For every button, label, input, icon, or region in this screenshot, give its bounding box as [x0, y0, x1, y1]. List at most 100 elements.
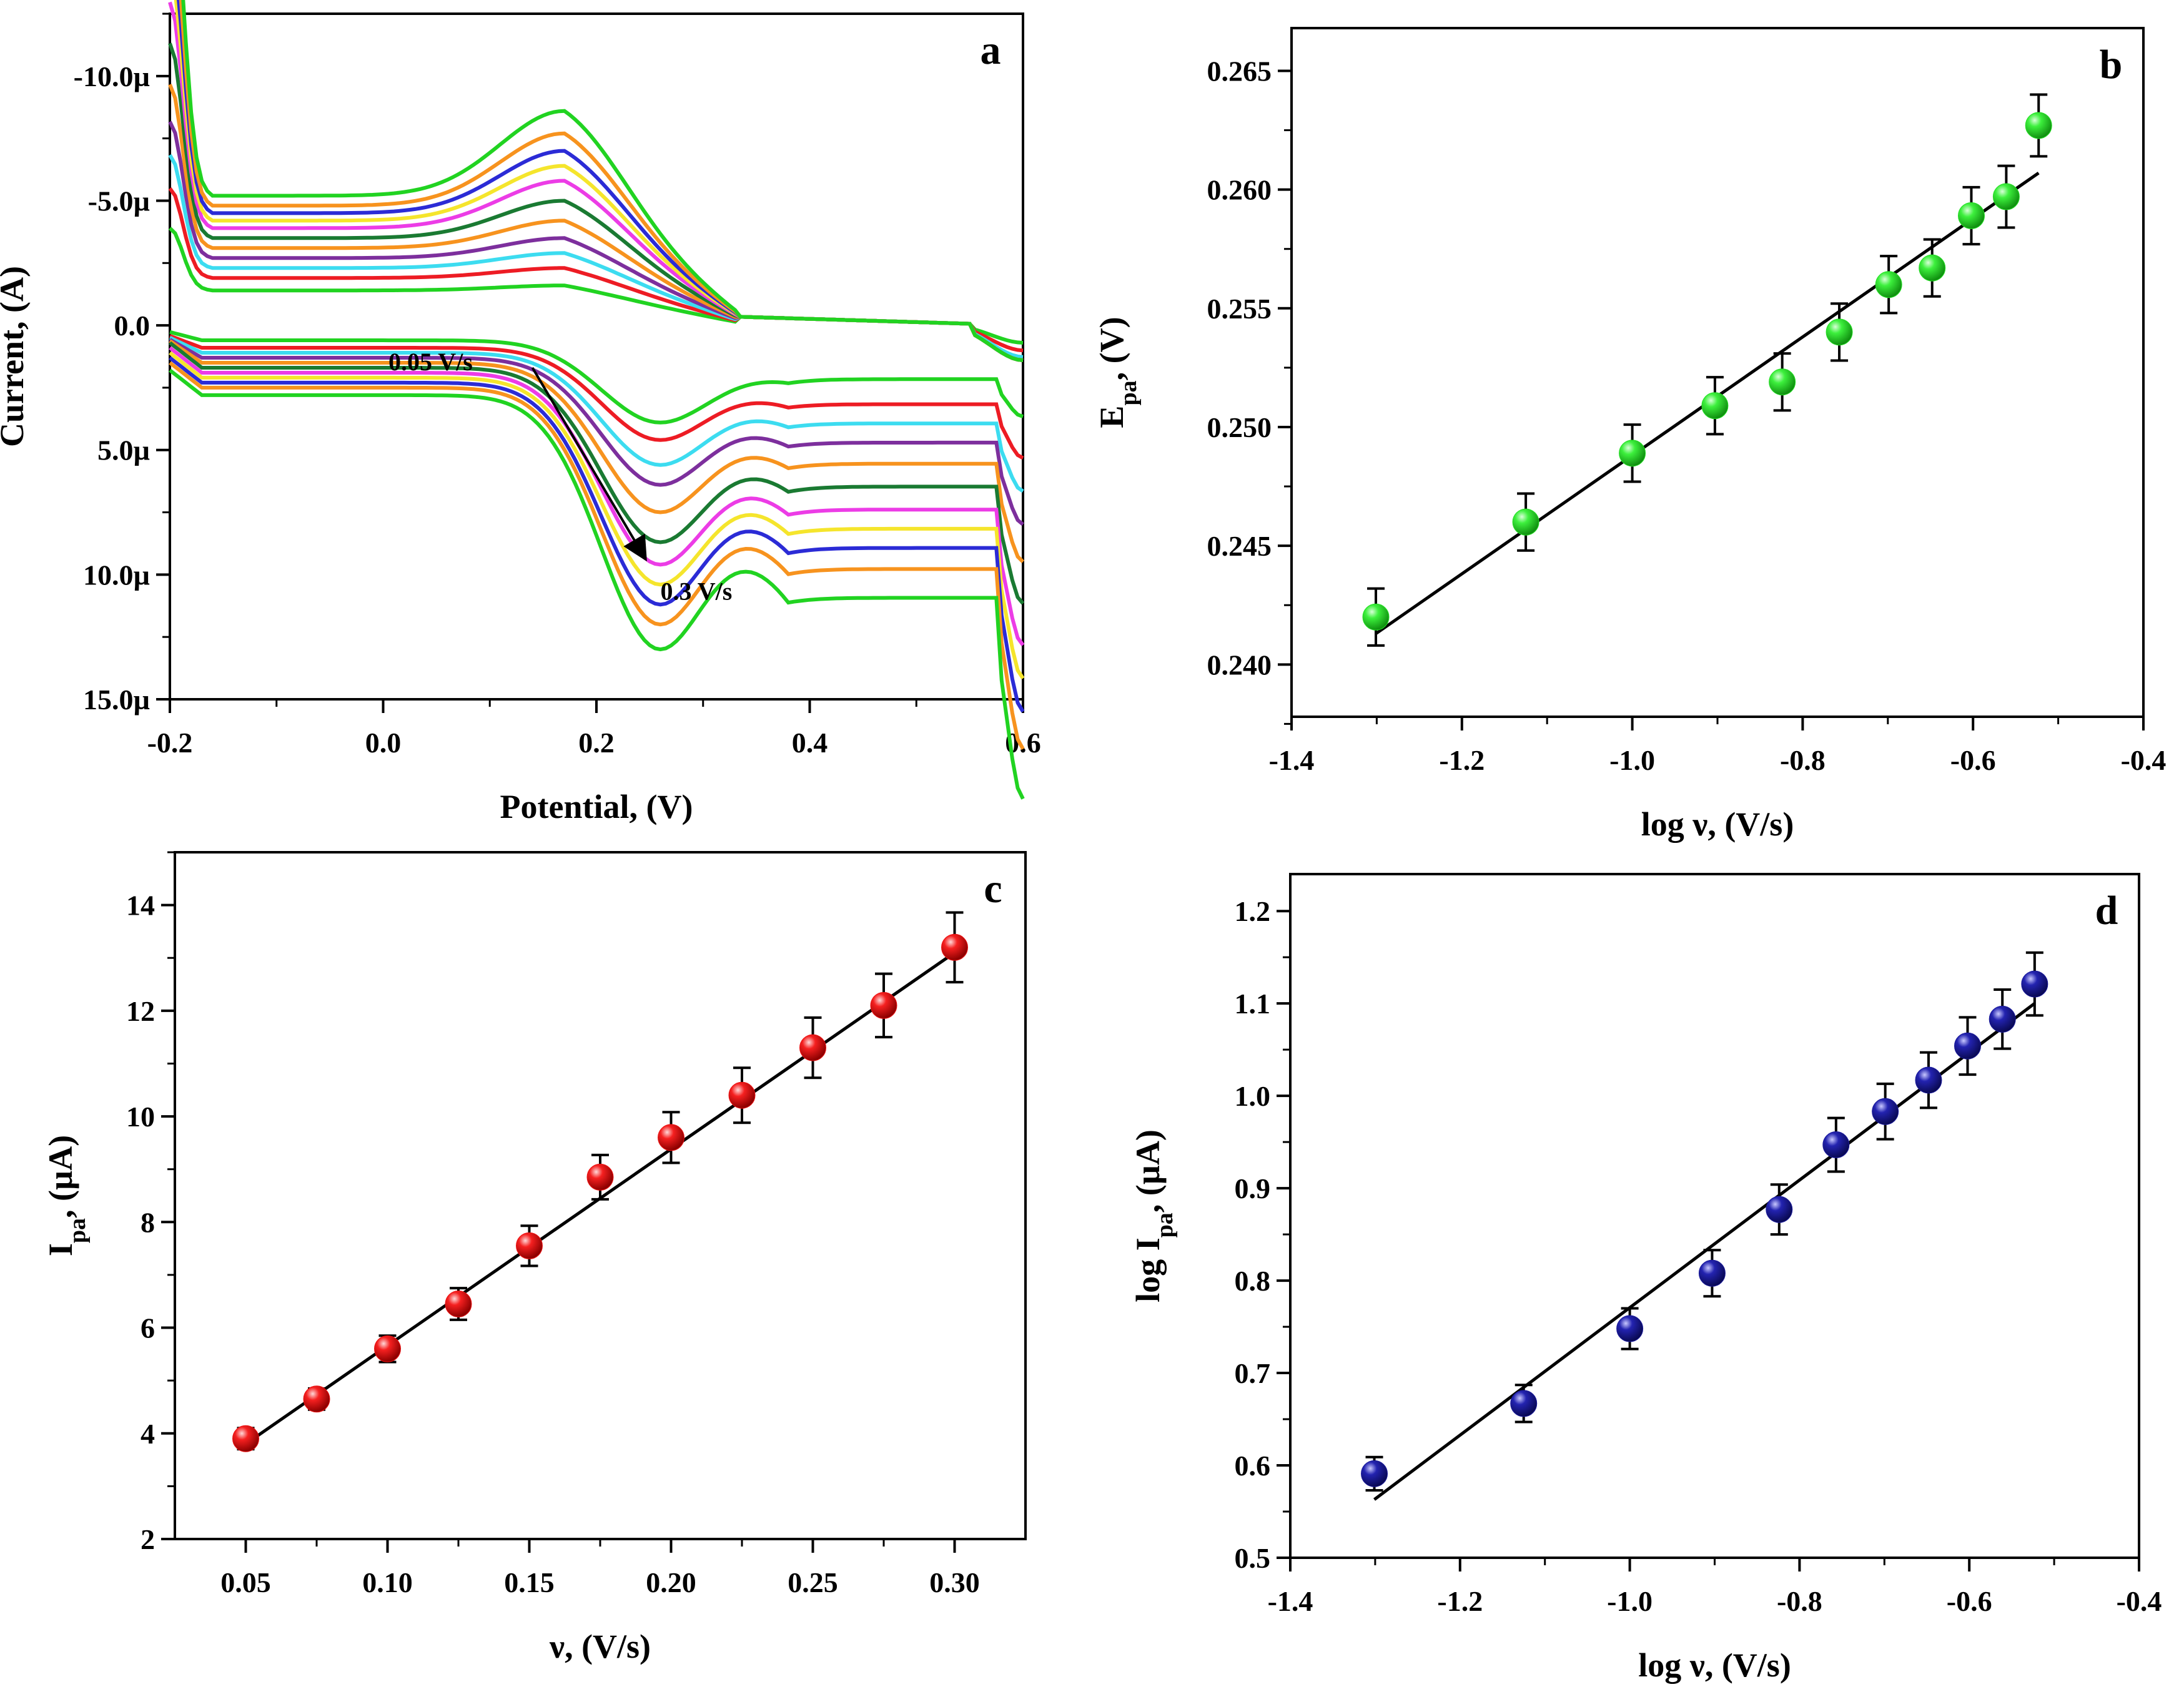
cv-cathodic-branch-0.275	[169, 361, 1025, 750]
plot-frame	[1290, 27, 2145, 718]
data-point	[1616, 1315, 1644, 1342]
y-tick-label: 0.245	[1207, 530, 1272, 562]
data-point	[870, 991, 897, 1019]
y-tick-label: 12	[126, 995, 155, 1027]
y-tick-label: 14	[126, 890, 155, 922]
data-point	[799, 1034, 826, 1061]
data-point	[1954, 1032, 1981, 1060]
data-point	[1766, 1196, 1793, 1223]
y-tick-label: 1.2	[1235, 895, 1271, 927]
y-axis-title-main: I	[42, 1243, 79, 1256]
cv-anodic-branch-0.1	[168, 154, 1024, 359]
data-point	[1362, 603, 1390, 631]
y-axis-title: Ipa, (µA)	[42, 1135, 91, 1256]
y-axis-title-sub: pa	[1115, 380, 1142, 405]
data-point	[658, 1124, 684, 1151]
cv-anodic-branch-0.2	[168, 1, 1024, 362]
x-tick-label: -1.2	[1437, 1585, 1483, 1617]
cv-cathodic-branch-0.075	[169, 334, 1024, 460]
y-tick-label: 0.9	[1235, 1173, 1271, 1204]
annotation-low-rate: 0.05 V/s	[388, 348, 473, 376]
cv-cathodic-branch-0.1	[169, 336, 1024, 493]
panel-label: c	[984, 866, 1002, 912]
panel-b: -1.4 -1.2 -1.0 -0.8 -0.6 -0.4 0.240 0.245 0.250 0…	[1093, 27, 2167, 843]
scan-rate-arrow	[531, 366, 647, 562]
cv-cathodic-branch-0.125	[169, 338, 1024, 526]
data-point	[1619, 440, 1646, 467]
x-tick-label: 0.25	[788, 1567, 838, 1598]
y-tick-label: 5.0µ	[97, 435, 150, 466]
x-tick-label: 0.15	[504, 1567, 555, 1598]
y-tick-label: 15.0µ	[83, 684, 150, 716]
y-tick-label: 0.255	[1207, 293, 1272, 325]
plot-frame	[1289, 873, 2140, 1559]
data-point	[1875, 271, 1902, 298]
x-axis-title: ν, (V/s)	[549, 1628, 651, 1665]
y-tick-label: 4	[141, 1418, 155, 1450]
panel-label: b	[2100, 42, 2123, 87]
y-tick-label: 10	[126, 1101, 155, 1133]
data-point	[941, 933, 968, 961]
y-tick-label: 0.0	[114, 310, 151, 342]
data-point	[1510, 1390, 1538, 1417]
y-tick-label: -5.0µ	[88, 185, 150, 217]
data-point	[1919, 254, 1946, 282]
panel-a: -0.2 0.0 0.2 0.4 0.6-10.0µ-5.0µ0.05.0µ10.0µ1…	[0, 0, 1041, 825]
y-axis-title: log Ipa, (µA)	[1129, 1129, 1178, 1302]
data-point	[1915, 1066, 1942, 1094]
data-point	[516, 1232, 543, 1259]
x-tick-label: -0.4	[2117, 1585, 2162, 1617]
y-tick-label: 1.1	[1235, 988, 1271, 1020]
cv-anodic-branch-0.3	[181, 0, 1024, 362]
x-tick-label: -1.0	[1607, 1585, 1653, 1617]
cv-anodic-branch-0.05	[168, 227, 1024, 345]
cv-cathodic-branch-0.3	[169, 368, 1025, 800]
data-point	[303, 1385, 330, 1413]
y-tick-label: 0.240	[1207, 649, 1272, 681]
data-point	[1957, 202, 1985, 229]
cv-cathodic-branch-0.15	[169, 339, 1025, 564]
x-tick-label: -0.6	[1950, 744, 1996, 776]
y-tick-label: 6	[141, 1312, 155, 1344]
x-tick-label: -0.4	[2121, 744, 2167, 776]
data-point	[1826, 318, 1853, 346]
data-point	[232, 1425, 259, 1452]
data-point	[1769, 368, 1796, 396]
panel-label: a	[981, 27, 1001, 73]
data-point	[1822, 1131, 1850, 1159]
y-axis-title-main: E	[1093, 406, 1130, 428]
y-tick-label: 0.250	[1207, 411, 1272, 443]
data-point	[1989, 1005, 2016, 1033]
x-tick-label: 0.2	[578, 727, 615, 759]
y-axis-title: Epa, (V)	[1093, 317, 1142, 428]
y-axis-title-rest: , (µA)	[42, 1135, 79, 1218]
cv-anodic-branch-0.275	[179, 0, 1024, 362]
panel-d: -1.4 -1.2 -1.0 -0.8 -0.6 -0.4 0.5 0.6 0.7 0.8 0.9 1…	[1129, 873, 2162, 1684]
panel-label: d	[2095, 888, 2118, 933]
x-tick-label: 0.10	[362, 1567, 413, 1598]
x-axis-title: log ν, (V/s)	[1638, 1646, 1791, 1684]
data-point	[586, 1163, 614, 1191]
data-point	[374, 1335, 401, 1362]
cv-cathodic-branch-0.25	[169, 356, 1025, 713]
x-tick-label: -1.0	[1609, 744, 1655, 776]
x-tick-label: 0.20	[646, 1567, 696, 1598]
y-tick-label: 0.6	[1235, 1450, 1271, 1482]
cv-cathodic-branch-0.175	[169, 341, 1025, 605]
x-axis-title: Potential, (V)	[500, 788, 693, 825]
y-tick-label: 0.7	[1235, 1357, 1271, 1389]
x-tick-label: -0.8	[1777, 1585, 1822, 1617]
cv-anodic-branch-0.25	[177, 0, 1024, 362]
y-axis-title: Current, (A)	[0, 266, 31, 447]
y-axis-title-main: log I	[1129, 1237, 1167, 1302]
y-axis-title-sub: pa	[1152, 1212, 1178, 1237]
data-point	[445, 1290, 472, 1317]
cv-cathodic-branch-0.05	[169, 330, 1024, 425]
cv-anodic-branch-0.125	[168, 121, 1024, 362]
cv-anodic-branch-0.225	[174, 0, 1024, 362]
y-tick-label: 2	[141, 1523, 155, 1555]
data-point	[2025, 112, 2052, 139]
x-tick-label: 0.4	[792, 727, 828, 759]
cv-cathodic-branch-0.225	[169, 351, 1025, 680]
y-tick-label: 8	[141, 1206, 155, 1238]
